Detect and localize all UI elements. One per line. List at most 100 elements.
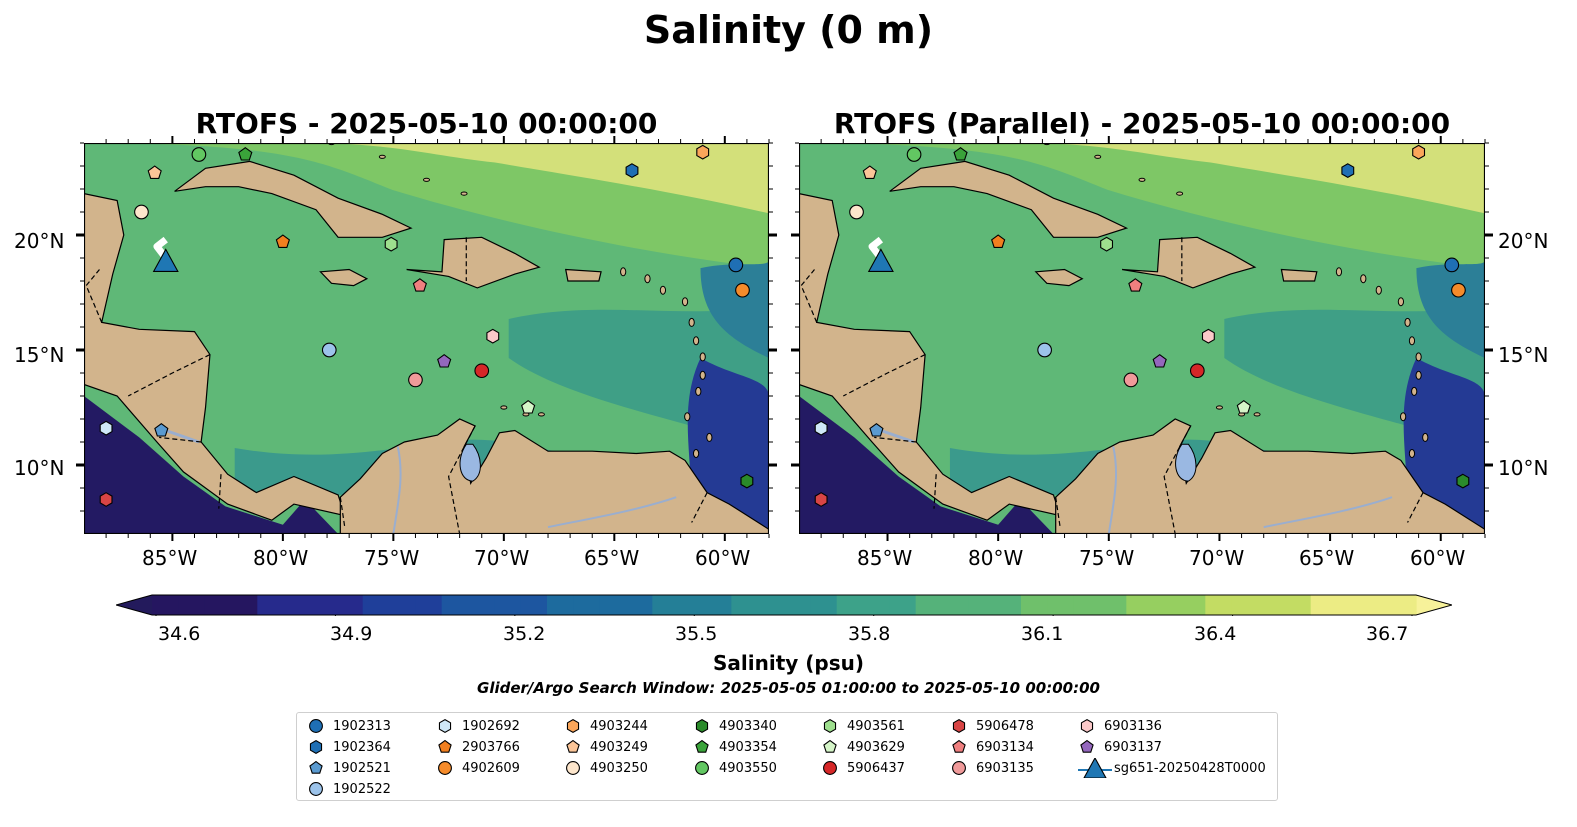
- colorbar-tick-label: 35.2: [503, 623, 546, 645]
- country-border: [127, 354, 211, 397]
- legend-marker-icon: [952, 739, 966, 753]
- salinity-band-highest: [1018, 143, 1485, 214]
- colorbar-segment: [231, 595, 258, 615]
- legend-symbol-icon: [566, 718, 580, 734]
- legend-symbol-icon: [952, 761, 966, 775]
- colorbar-segment: [599, 595, 627, 615]
- legend-label: 4903550: [719, 760, 777, 776]
- small-island-land: [1138, 177, 1146, 182]
- lon-label-80w-left: 80°W: [253, 546, 309, 570]
- small-island-land: [378, 154, 386, 159]
- legend-item: 6903137: [1078, 737, 1162, 757]
- island-land: [699, 370, 706, 380]
- panel-left-title: RTOFS - 2025-05-10 00:00:00: [195, 107, 658, 140]
- colorbar-segment: [994, 595, 1022, 615]
- lake-maracaibo: [459, 443, 481, 482]
- legend-label: 4903249: [590, 739, 648, 755]
- platform-marker-1902521: [154, 423, 169, 437]
- platform-marker-4903244: [696, 144, 710, 160]
- legend-item: 2903766: [436, 737, 520, 757]
- platform-marker-6903135: [408, 372, 423, 388]
- lon-label-65w-left: 65°W: [584, 546, 640, 570]
- south-america-land: [1055, 418, 1485, 534]
- colorbar-segment: [652, 595, 680, 615]
- colorbar-segment: [1152, 595, 1180, 615]
- small-island-land: [1094, 154, 1102, 159]
- legend-label: 1902692: [462, 718, 520, 734]
- legend-marker-icon: [309, 760, 323, 774]
- country-border: [691, 492, 708, 523]
- jamaica-land: [319, 268, 369, 287]
- colorbar-segment: [204, 595, 232, 615]
- legend-label: 6903135: [976, 760, 1034, 776]
- legend-symbol-icon: [1080, 739, 1094, 753]
- lon-label-75w-left: 75°W: [364, 546, 420, 570]
- map-frame: [799, 143, 1485, 534]
- legend-marker-icon: [438, 718, 452, 734]
- small-island-land: [1253, 412, 1261, 417]
- country-border: [933, 474, 937, 509]
- colorbar-segment: [573, 595, 601, 615]
- legend-item: 1902364: [307, 737, 391, 757]
- island-land: [684, 412, 691, 422]
- small-island-land: [460, 191, 468, 196]
- platform-marker-1902364: [1341, 163, 1355, 179]
- legend-marker-icon: [309, 782, 323, 796]
- legend-marker-icon: [695, 761, 709, 775]
- island-land: [1411, 386, 1418, 396]
- river-orinoco: [547, 496, 677, 529]
- small-island-land: [1176, 191, 1184, 196]
- legend-label: 1902522: [333, 781, 391, 797]
- legend-symbol-icon: [309, 782, 323, 796]
- legend-marker-icon: [566, 761, 580, 775]
- salinity-band-east: [700, 260, 769, 359]
- colorbar-segment: [1047, 595, 1075, 615]
- platform-marker-4903354: [238, 147, 253, 161]
- colorbar-extend-low: [116, 595, 152, 615]
- legend-item: 4903354: [693, 737, 777, 757]
- legend-symbol-icon: [823, 761, 837, 775]
- colorbar-segment: [1021, 595, 1048, 615]
- colorbar-segment: [494, 595, 522, 615]
- colorbar-segment: [1231, 595, 1259, 615]
- legend-item: 6903134: [950, 737, 1034, 757]
- colorbar-tick-label: 34.9: [330, 623, 373, 645]
- platform-marker-6903135: [1123, 372, 1139, 388]
- colorbar-segment: [1179, 595, 1206, 615]
- platform-marker-2903766: [991, 234, 1006, 248]
- legend-label: 6903137: [1104, 739, 1162, 755]
- platform-marker-4903340: [1456, 473, 1470, 489]
- legend-marker-icon: [823, 739, 837, 753]
- platform-marker-4903561: [1100, 236, 1114, 252]
- lon-label-70w-right: 70°W: [1189, 546, 1245, 570]
- colorbar-segment: [1337, 595, 1364, 615]
- legend-label: 6903134: [976, 739, 1034, 755]
- platform-marker-5906478: [99, 492, 113, 507]
- legend-label: 4902609: [462, 760, 520, 776]
- colorbar-segment: [942, 595, 969, 615]
- legend-symbol-icon: [309, 760, 323, 774]
- colorbar-segment: [1310, 595, 1338, 615]
- legend-label: 4903561: [847, 718, 905, 734]
- small-island-land: [423, 177, 430, 182]
- colorbar-segment: [547, 595, 574, 615]
- legend-label: 5906478: [976, 718, 1034, 734]
- platform-marker-4903249: [862, 165, 877, 179]
- river-magdalena: [392, 446, 402, 534]
- island-land: [1400, 412, 1407, 422]
- colorbar-extend-high: [1416, 595, 1452, 615]
- colorbar-segment: [784, 595, 811, 615]
- legend-item: 1902313: [307, 716, 391, 736]
- legend-marker-icon: [309, 719, 323, 733]
- colorbar-outline: [116, 594, 1452, 616]
- colorbar-segment: [705, 595, 732, 615]
- legend-item: 4902609: [436, 758, 520, 778]
- jamaica-land: [1034, 268, 1084, 287]
- platform-marker-sg651-20250428T0000: [152, 248, 179, 272]
- legend-item: 4903250: [564, 758, 648, 778]
- platform-marker-6903137: [437, 354, 452, 368]
- legend-marker-icon: [309, 739, 323, 755]
- river-magdalena: [1107, 446, 1118, 534]
- country-border: [159, 436, 202, 443]
- colorbar-segment: [520, 595, 548, 615]
